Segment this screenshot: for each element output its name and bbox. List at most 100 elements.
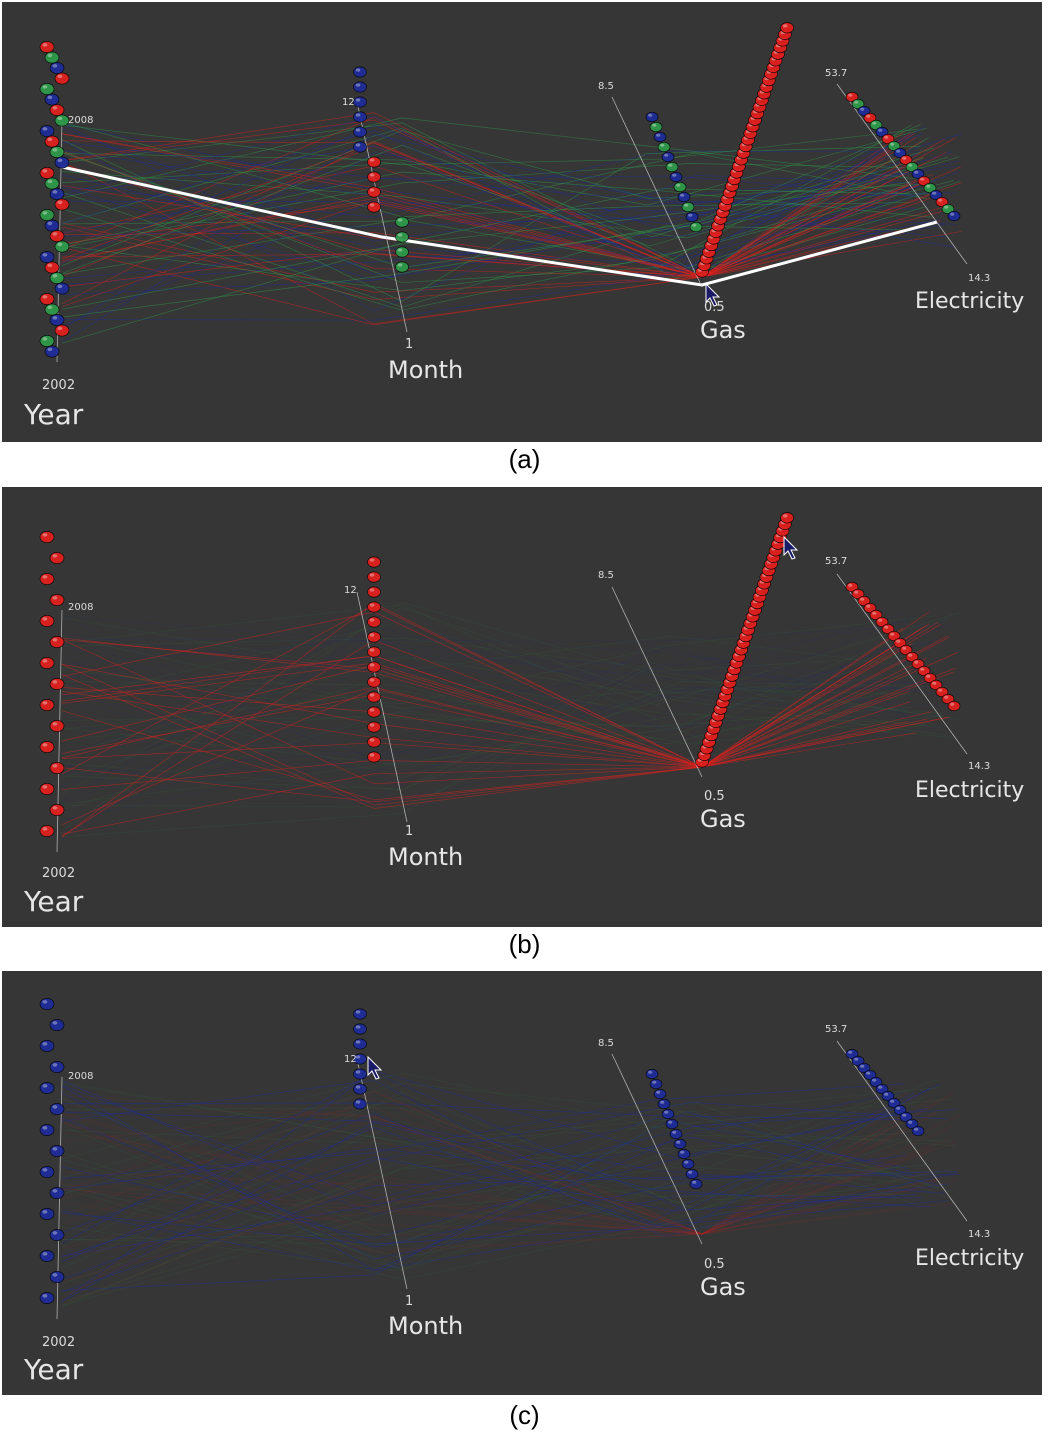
data-line [61, 633, 932, 684]
data-point-highlight [42, 1084, 48, 1088]
data-point-highlight [355, 83, 361, 87]
data-line [61, 175, 915, 234]
data-point-highlight [57, 200, 63, 205]
data-point-sphere [911, 1125, 925, 1137]
data-point-sphere [367, 616, 381, 628]
axis-gas-min: 0.5 [704, 1257, 725, 1272]
data-point-sphere [653, 131, 667, 143]
data-point [851, 98, 865, 110]
data-point-highlight [57, 74, 63, 79]
data-line [61, 616, 953, 806]
data-point-sphere [367, 751, 381, 763]
data-line [61, 621, 939, 768]
mouse-cursor-icon [783, 535, 799, 560]
data-line [61, 1107, 919, 1235]
data-point-sphere [893, 1104, 907, 1116]
data-point [645, 1068, 659, 1080]
data-point-sphere [49, 1187, 65, 1199]
data-line [61, 1159, 947, 1259]
data-point-highlight [52, 1105, 58, 1109]
data-line [61, 611, 930, 768]
data-point-sphere [845, 91, 859, 103]
data-point [39, 335, 55, 347]
data-point-sphere [39, 209, 55, 221]
data-point-highlight [932, 191, 937, 195]
data-point-highlight [397, 263, 403, 267]
axis-electricity-min: 14.3 [968, 761, 990, 772]
data-line [61, 1097, 937, 1235]
data-line [61, 124, 918, 166]
data-point-sphere [665, 161, 679, 173]
data-point-sphere [685, 211, 699, 223]
data-point-highlight [369, 588, 375, 592]
data-point-sphere [923, 672, 937, 684]
data-point-sphere [49, 1019, 65, 1031]
data-point-highlight [914, 1127, 919, 1131]
data-point [353, 1038, 367, 1050]
selected-line [61, 165, 938, 287]
data-point-sphere [863, 602, 877, 614]
data-line [61, 638, 940, 778]
panel-a-chart: Year 2002 2008 Month 1 12 Gas 0.5 8.5 El… [23, 22, 1024, 431]
data-point [845, 1048, 859, 1060]
data-point-highlight [355, 68, 361, 72]
data-point-highlight [782, 514, 788, 518]
data-line [61, 1083, 952, 1193]
data-point-highlight [369, 663, 375, 667]
data-point [39, 783, 55, 795]
data-point-highlight [369, 693, 375, 697]
data-point [689, 221, 703, 233]
data-point [39, 209, 55, 221]
data-point [367, 661, 381, 673]
data-point [44, 135, 60, 148]
data-point-highlight [672, 1130, 677, 1134]
data-point [39, 1040, 55, 1052]
data-line [61, 1098, 954, 1267]
data-point-highlight [42, 701, 48, 705]
data-point [39, 615, 55, 627]
axis-month-min: 1 [405, 337, 413, 352]
data-point-highlight [652, 1080, 657, 1084]
data-point [49, 552, 65, 564]
data-line [61, 116, 926, 277]
data-point-sphere [49, 720, 65, 732]
data-line [61, 633, 914, 801]
data-line [61, 1108, 928, 1239]
axis-electricity-max: 53.7 [825, 1024, 847, 1035]
data-line [61, 1092, 906, 1235]
panel-b-chart: Year 2002 2008 Month 1 12 Gas 0.5 8.5 El… [23, 512, 1024, 918]
data-point-sphere [857, 595, 871, 607]
data-point [941, 693, 955, 705]
data-line [61, 617, 950, 805]
data-line [61, 1124, 952, 1271]
data-point-sphere [887, 630, 901, 642]
data-point-sphere [875, 616, 889, 628]
data-point-sphere [367, 736, 381, 748]
data-line [61, 661, 908, 791]
data-point [39, 1208, 55, 1220]
data-point-sphere [875, 126, 889, 138]
data-point-sphere [367, 601, 381, 613]
data-line [61, 646, 907, 759]
data-point [39, 657, 55, 669]
data-line [61, 1179, 958, 1235]
data-point [935, 686, 949, 698]
data-line [61, 620, 910, 822]
data-line [61, 188, 937, 344]
data-point-highlight [660, 143, 665, 147]
data-point [49, 272, 65, 284]
data-point-highlight [668, 1120, 673, 1124]
data-point [353, 1083, 367, 1095]
data-line [61, 1097, 903, 1225]
data-point-sphere [863, 1069, 877, 1081]
data-point-highlight [369, 648, 375, 652]
data-point [49, 230, 65, 242]
data-point-highlight [52, 1231, 58, 1235]
data-point [54, 156, 70, 169]
data-point [905, 1118, 919, 1130]
axis-electricity: Electricity 14.3 53.7 [825, 68, 1024, 314]
data-line [61, 185, 906, 291]
axis-electricity: Electricity 14.3 53.7 [825, 556, 1024, 803]
data-line [61, 681, 948, 790]
data-point-sphere [49, 678, 65, 690]
